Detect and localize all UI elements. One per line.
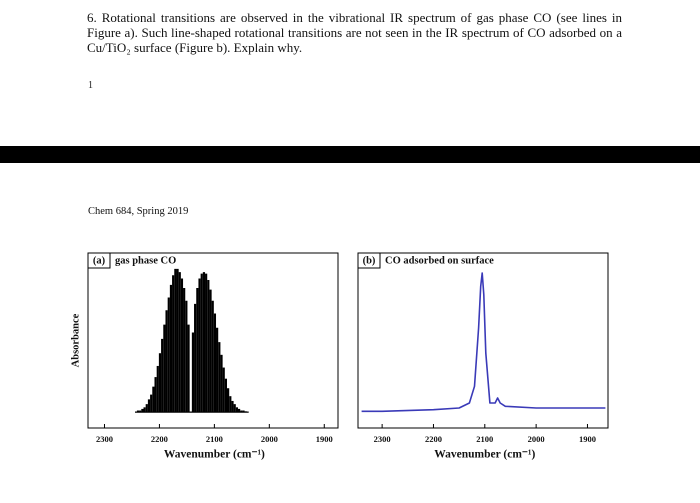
x-axis-label: Wavenumber (cm⁻¹) <box>434 449 535 461</box>
panel-label: (b) <box>363 255 376 266</box>
plot-frame <box>357 252 609 429</box>
x-tick-label: 2200 <box>425 434 442 444</box>
x-tick-label: 1900 <box>316 434 333 444</box>
course-header: Chem 684, Spring 2019 <box>88 206 189 217</box>
spectrum-line <box>361 272 606 413</box>
x-tick-label: 2100 <box>206 434 223 444</box>
divider-band <box>0 146 700 163</box>
page-number: 1 <box>88 80 93 91</box>
panel-label-box <box>87 252 111 269</box>
x-tick-label: 2300 <box>374 434 391 444</box>
plot-frame <box>87 252 339 429</box>
x-tick-label: 2300 <box>96 434 113 444</box>
panel-title: gas phase CO <box>115 255 176 266</box>
x-axis-label: Wavenumber (cm⁻¹) <box>164 449 265 461</box>
x-tick-label: 2200 <box>151 434 168 444</box>
y-axis-label: Absorbance <box>70 313 81 367</box>
x-tick-label: 2000 <box>261 434 278 444</box>
panel-title: CO adsorbed on surface <box>385 255 494 266</box>
panel-label-box <box>357 252 381 269</box>
x-tick-label: 1900 <box>579 434 596 444</box>
question-text: 6. Rotational transitions are observed i… <box>87 10 622 55</box>
x-tick-label: 2000 <box>528 434 545 444</box>
x-tick-label: 2100 <box>476 434 493 444</box>
panel-label: (a) <box>93 255 106 266</box>
